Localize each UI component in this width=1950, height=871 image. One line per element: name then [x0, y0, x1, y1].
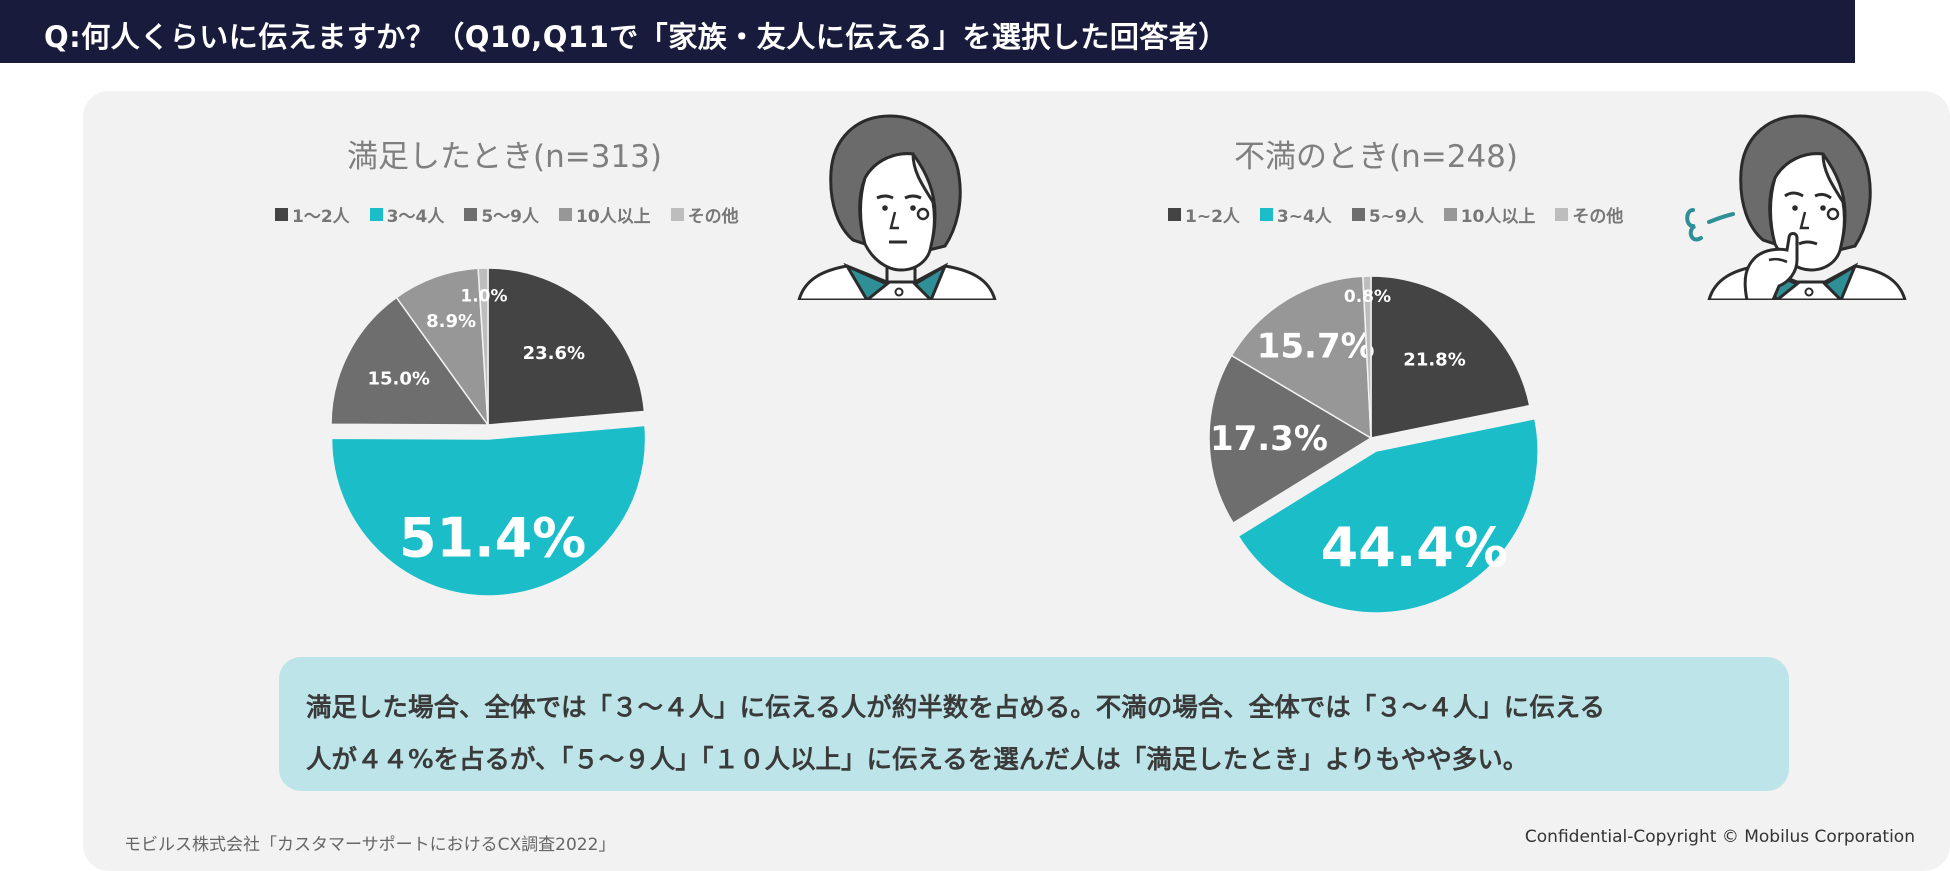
right-legend-item: 10人以上 — [1443, 202, 1536, 227]
right-pie-slice — [1208, 354, 1373, 525]
copyright-note: Confidential-Copyright © Mobilus Corpora… — [1524, 827, 1915, 847]
right-legend-item: 3~4人 — [1259, 202, 1332, 227]
right-chart-title: 不満のとき(n=248) — [1234, 139, 1518, 175]
left-pie-slice — [477, 267, 489, 426]
left-legend-item: 1〜2人 — [275, 202, 350, 227]
right-pie-slice — [1370, 275, 1531, 439]
right-legend-swatch — [1259, 208, 1273, 221]
right-pie-chart: 21.8% 44.4% 17.3% 15.7% 0.8% — [1208, 275, 1539, 614]
left-pie-label: 8.9% — [426, 311, 476, 332]
right-legend-item: 1~2人 — [1168, 202, 1240, 227]
right-legend-swatch — [1168, 208, 1181, 221]
left-pie-chart: 23.6% 51.4% 15.0% 8.9% 1.0% — [330, 267, 647, 597]
right-legend-swatch — [1443, 208, 1457, 221]
left-legend-label: 3〜4人 — [386, 207, 445, 227]
left-pie-slice — [330, 424, 647, 597]
right-pie-label: 21.8% — [1403, 350, 1465, 371]
left-pie-label: 23.6% — [523, 343, 585, 364]
right-pie-slice — [1362, 275, 1372, 439]
summary-line-1: 満足した場合、全体では「３～４人」に伝える人が約半数を占める。不満の場合、全体で… — [306, 693, 1605, 723]
right-legend-swatch — [1351, 208, 1365, 221]
summary-box: 満足した場合、全体では「３～４人」に伝える人が約半数を占める。不満の場合、全体で… — [279, 657, 1789, 791]
right-pie-label: 44.4% — [1321, 516, 1508, 579]
header-bar: Q:何人くらいに伝えますか？（Q10,Q11で「家族・友人に伝える」を選択した回… — [0, 0, 1855, 63]
left-chart-title: 満足したとき(n=313) — [347, 139, 662, 175]
page-title: Q:何人くらいに伝えますか？（Q10,Q11で「家族・友人に伝える」を選択した回… — [44, 20, 1228, 54]
left-legend-item: 10人以上 — [559, 202, 651, 227]
right-legend-label: 1~2人 — [1185, 207, 1240, 227]
left-legend-item: その他 — [670, 202, 739, 227]
left-pie-label: 1.0% — [460, 286, 507, 306]
left-legend-item: 5〜9人 — [464, 202, 539, 227]
left-legend-label: その他 — [687, 207, 739, 227]
right-pie-label: 17.3% — [1210, 419, 1328, 459]
left-legend-swatch — [559, 208, 573, 221]
right-legend-label: 3~4人 — [1276, 207, 1332, 227]
left-legend-swatch — [275, 208, 288, 221]
left-legend-item: 3〜4人 — [369, 202, 445, 227]
left-legend-label: 1〜2人 — [292, 207, 350, 227]
left-pie-slice — [330, 296, 490, 426]
right-pie-slice — [1237, 417, 1539, 614]
right-pie-label: 15.7% — [1257, 326, 1375, 366]
person-thinking-icon — [1685, 114, 1907, 300]
right-legend-swatch — [1555, 208, 1569, 221]
right-legend-label: 10人以上 — [1460, 207, 1536, 227]
right-chart-legend: 1~2人 3~4人 5~9人 10人以上 その他 — [1168, 202, 1643, 227]
left-pie-slice — [487, 267, 646, 426]
left-legend-label: 5〜9人 — [481, 207, 540, 227]
source-note: モビルス株式会社「カスタマーサポートにおけるCX調査2022」 — [124, 835, 616, 855]
right-legend-item: 5~9人 — [1351, 202, 1424, 227]
left-legend-swatch — [670, 208, 684, 221]
right-legend-label: 5~9人 — [1368, 207, 1424, 227]
right-legend-item: その他 — [1555, 202, 1623, 227]
left-chart-legend: 1〜2人 3〜4人 5〜9人 10人以上 その他 — [275, 202, 759, 227]
left-pie-label: 15.0% — [367, 368, 429, 389]
right-legend-label: その他 — [1572, 207, 1624, 227]
summary-line-2: 人が４４%を占るが、「５～９人」「１０人以上」に伝えるを選んだ人は「満足したとき… — [306, 745, 1529, 775]
left-pie-slice — [395, 267, 489, 428]
right-pie-label: 0.8% — [1344, 287, 1391, 307]
right-pie-slice — [1230, 275, 1372, 440]
left-legend-swatch — [464, 208, 478, 221]
left-legend-label: 10人以上 — [576, 207, 651, 227]
left-legend-swatch — [369, 208, 383, 221]
left-pie-label: 51.4% — [399, 506, 586, 569]
person-satisfied-icon — [797, 114, 997, 300]
